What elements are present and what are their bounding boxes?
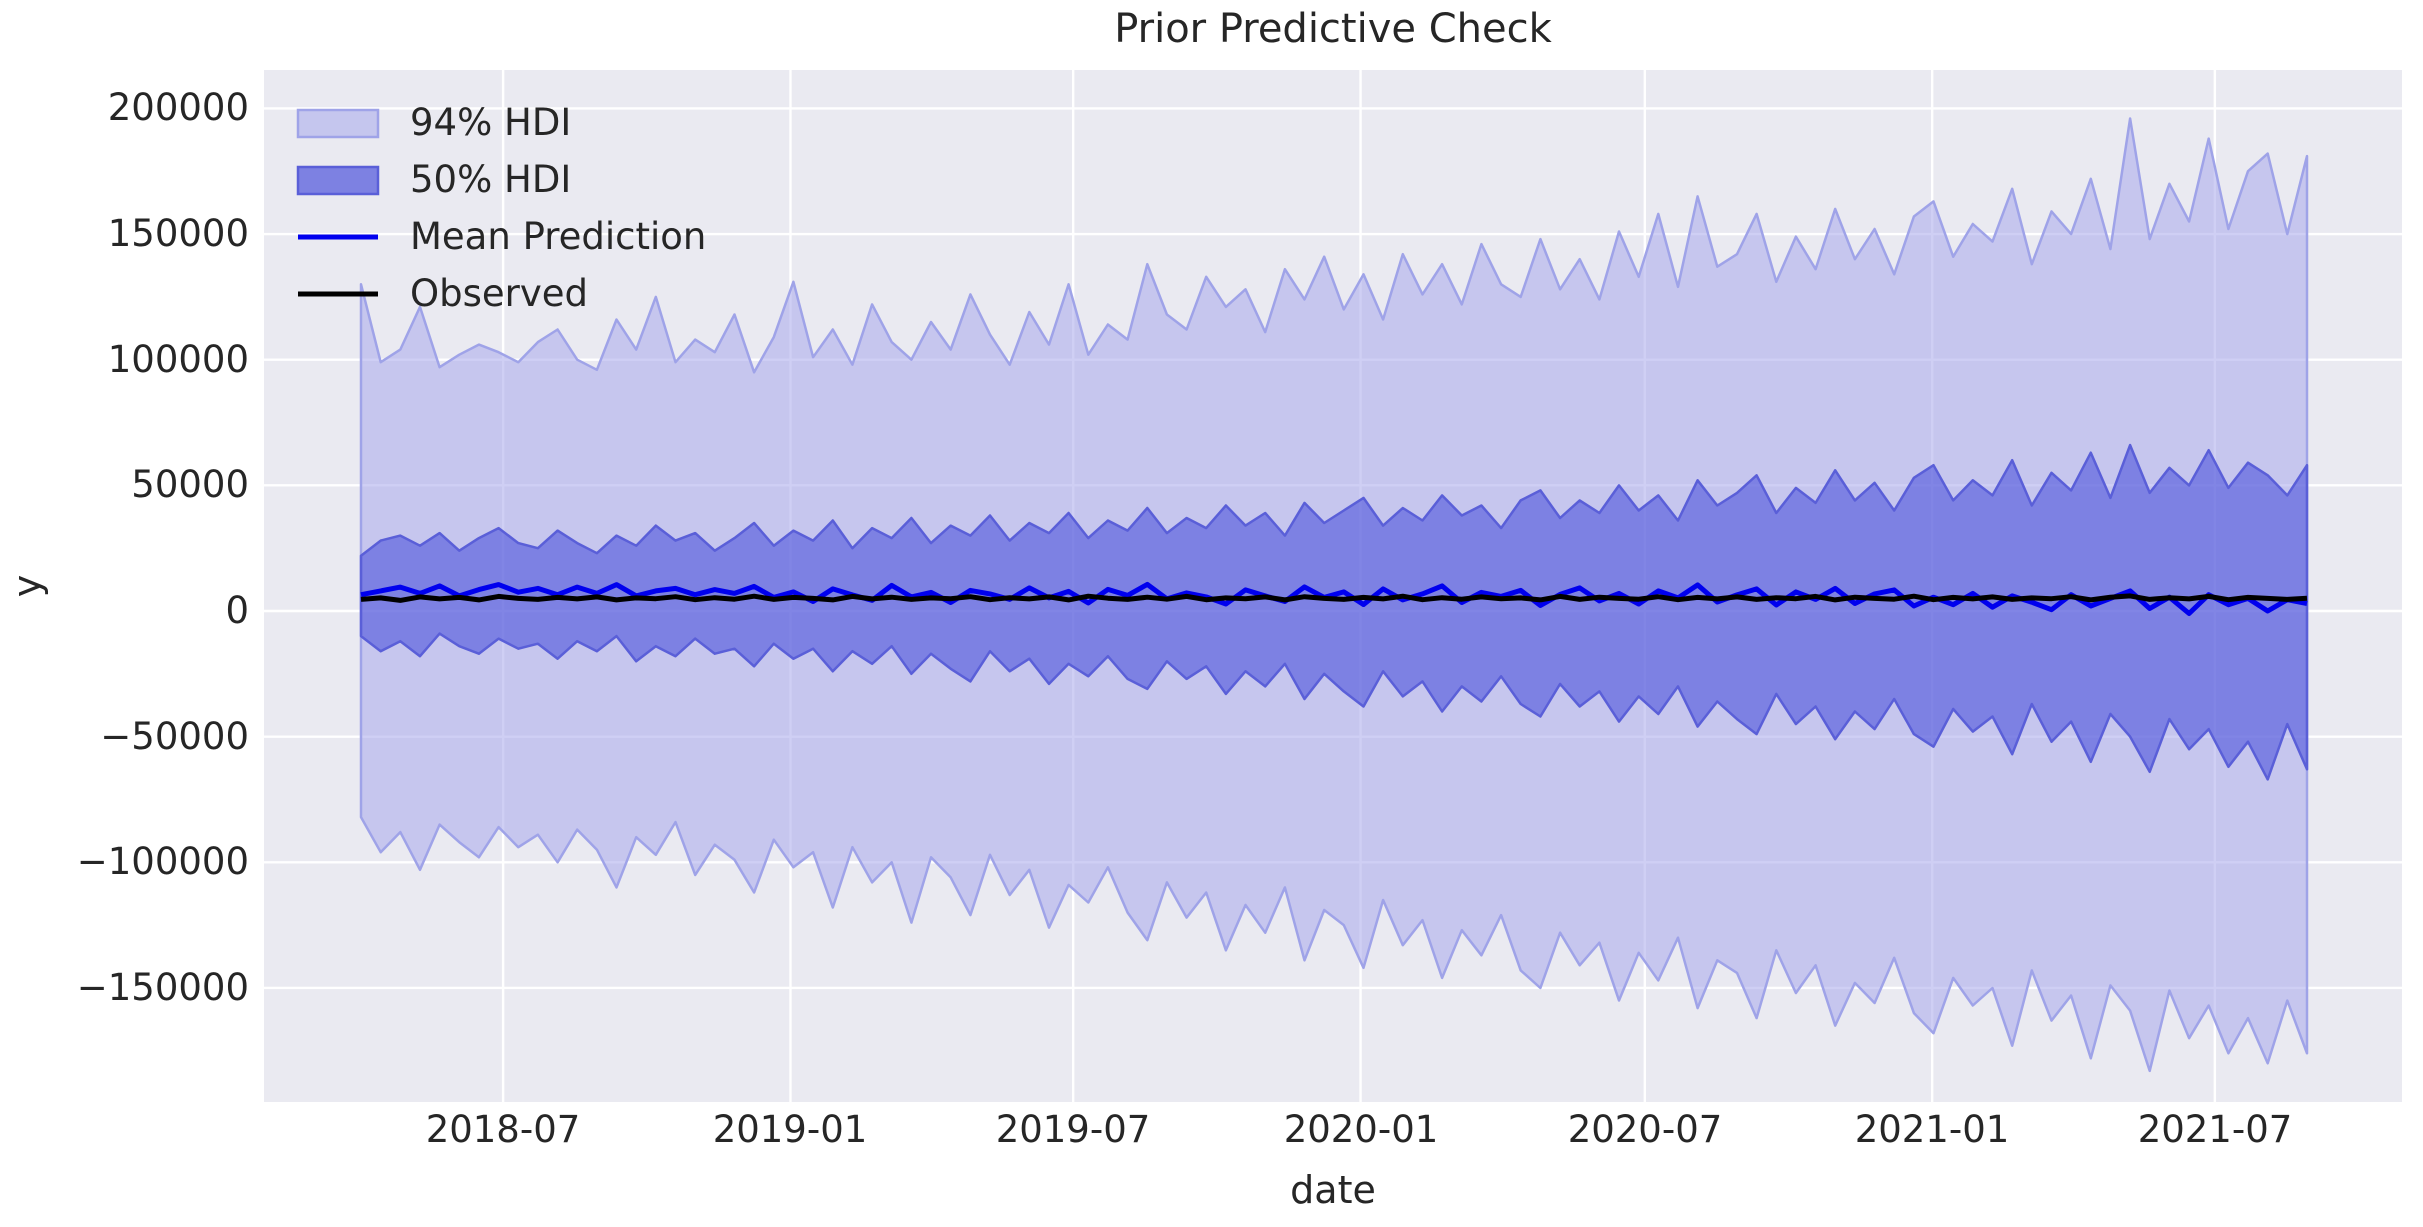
x-tick-2020-01: 2020-01 xyxy=(1284,1108,1439,1151)
x-tick-2021-07: 2021-07 xyxy=(2138,1108,2293,1151)
legend: 94% HDI 50% HDI Mean Prediction Observed xyxy=(296,101,706,315)
y-tick-neg100000: −100000 xyxy=(77,840,249,883)
y-tick-100000: 100000 xyxy=(108,338,249,381)
y-tick-neg150000: −150000 xyxy=(77,966,249,1009)
hdi-50-band xyxy=(359,443,2309,781)
y-tick-labels: 200000 150000 100000 50000 0 −50000 −100… xyxy=(77,86,249,1009)
legend-swatch-94-hdi xyxy=(296,108,380,139)
y-tick-50000: 50000 xyxy=(131,463,249,506)
observed-line xyxy=(360,593,2308,603)
x-tick-2019-07: 2019-07 xyxy=(996,1108,1151,1151)
y-tick-200000: 200000 xyxy=(108,86,249,129)
x-tick-2018-07: 2018-07 xyxy=(426,1108,581,1151)
x-tick-labels: 2018-07 2019-01 2019-07 2020-01 2020-07 … xyxy=(426,1108,2293,1151)
y-tick-150000: 150000 xyxy=(108,212,249,255)
chart-title: Prior Predictive Check xyxy=(1114,6,1552,52)
legend-label-50-hdi: 50% HDI xyxy=(410,158,571,201)
x-tick-2019-01: 2019-01 xyxy=(713,1108,868,1151)
x-axis-label: date xyxy=(1290,1168,1376,1212)
y-tick-0: 0 xyxy=(225,589,249,632)
y-axis-label: y xyxy=(5,575,49,598)
x-tick-2021-01: 2021-01 xyxy=(1855,1108,2010,1151)
legend-swatch-50-hdi xyxy=(296,165,380,196)
legend-label-94-hdi: 94% HDI xyxy=(410,101,571,144)
legend-label-mean-prediction: Mean Prediction xyxy=(410,215,706,258)
legend-label-observed: Observed xyxy=(410,272,588,315)
x-tick-2020-07: 2020-07 xyxy=(1568,1108,1723,1151)
y-tick-neg50000: −50000 xyxy=(100,715,249,758)
